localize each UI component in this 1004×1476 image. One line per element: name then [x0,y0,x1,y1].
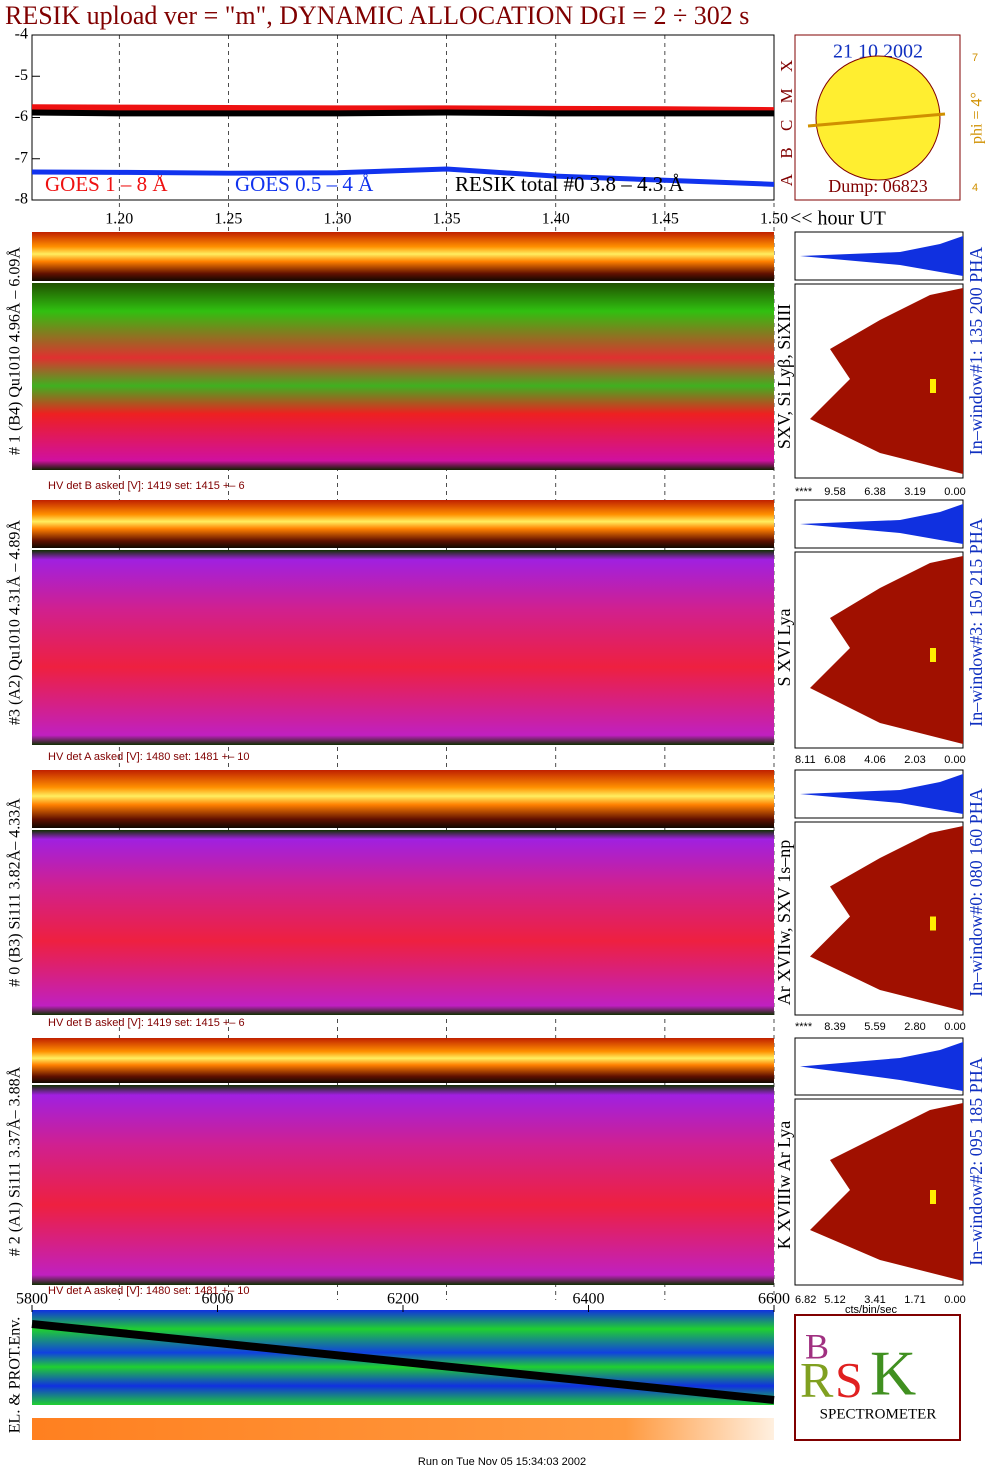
x-tick-label: 6600 [758,1291,790,1308]
window-label: In–window#2: 095 185 PHA [966,1057,986,1266]
hist-small [800,236,963,276]
hist-tick-label: 9.58 [824,486,845,498]
dump: Dump: 06823 [828,176,928,196]
spectrogram-band [32,500,774,548]
x-tick-label: 5800 [16,1291,48,1308]
legend-entry: RESIK total #0 3.8 – 4.3 Å [455,172,684,196]
logo-art: K [870,1338,916,1409]
sun-disk [815,55,941,181]
x-tick-label: 6400 [573,1291,605,1308]
y-tick-label: -8 [15,191,28,208]
hv-text: HV det A asked [V]: 1480 set: 1481 +– 10 [48,751,250,763]
window-label: In–window#1: 135 200 PHA [966,247,986,456]
hist-marker [930,379,936,393]
hist-small [800,1042,963,1091]
x-tick-label: 6200 [387,1291,419,1308]
hist-big [810,288,963,474]
hist-big [810,826,963,1011]
spectrogram-band [32,770,774,828]
hist-tick-label: 6.38 [864,486,885,498]
line-label: Ar XVIIw, SXV 1s–np [774,840,794,1006]
legend-entry: GOES 1 – 8 Å [45,172,168,196]
y-tick-label: -4 [15,26,28,43]
logo-frame [794,1314,961,1441]
footer: Run on Tue Nov 05 15:34:03 2002 [418,1456,586,1468]
panel-label: #3 (A2) Qu1010 4.31Å – 4.89Å [6,520,24,725]
hist-tick-label: 8.39 [824,1021,845,1033]
hist-tick-label: 5.59 [864,1021,885,1033]
panel-label: # 1 (B4) Qu1010 4.96Å – 6.09Å [6,247,24,455]
window-label: In–window#0: 080 160 PHA [966,788,986,997]
scale-bottom: 4 [972,182,978,194]
info-frame [794,34,961,201]
env-strip [32,1418,774,1440]
hist-tick-label: 0.00 [944,754,965,766]
hist-big [810,1103,963,1281]
spectrogram-band [32,1038,774,1083]
date: 21 10 2002 [833,41,923,63]
hist-small [800,774,963,814]
hist-marker [930,648,936,662]
series-line [31,109,774,117]
hist-tick-label: 0.00 [944,1021,965,1033]
window-label: In–window#3: 150 215 PHA [966,518,986,727]
line-label: SXV, Si Lyβ, SiXIII [774,304,794,449]
hist-tick-label: **** [795,1021,813,1033]
series-line [31,104,775,114]
y-tick-label: -5 [15,67,28,84]
hist-tick-label: 2.03 [904,754,925,766]
panel-label: # 2 (A1) Si111 3.37Å– 3.88Å [6,1066,24,1256]
hist-tick-label: 6.82 [795,1294,816,1306]
hv-text: HV det B asked [V]: 1419 set: 1415 +– 6 [48,1017,245,1029]
logo-art: S [835,1351,863,1407]
logo-art: R [800,1351,834,1407]
hist-marker [930,1190,936,1204]
orbit-label: EL. & PROT.Env. [7,1317,24,1433]
x-axis-label: << hour UT [790,208,886,230]
hist-tick-label: **** [795,486,813,498]
title: RESIK upload ver = "m", DYNAMIC ALLOCATI… [5,1,749,30]
y-tick-label: -7 [15,149,28,166]
spectrogram [32,830,774,1015]
series-line [31,166,775,187]
hist-tick-label: 5.12 [824,1294,845,1306]
hv-text: HV det B asked [V]: 1419 set: 1415 +– 6 [48,480,245,492]
scale-top: 7 [972,52,978,64]
y-tick-label: -6 [15,108,28,125]
spectrogram [32,1085,774,1285]
hist-tick-label: 0.00 [944,1294,965,1306]
hist-tick-label: 8.11 [795,754,816,766]
axis-arrow [807,112,946,128]
flare-classes: A B C M X [777,54,796,186]
phi: phi = 4° [969,92,986,144]
hist-tick-label: 0.00 [944,486,965,498]
hist-unit: cts/bin/sec [845,1304,897,1316]
hist-big [810,556,963,744]
legend-entry: GOES 0.5 – 4 Å [235,172,374,196]
logo-art: B [805,1326,829,1366]
line-label: S XVI Lya [774,608,794,686]
panel-label: # 0 (B3) Si111 3.82Å– 4.33Å [6,798,24,987]
hist-tick-label: 4.06 [864,754,885,766]
hist-tick-label: 3.41 [864,1294,885,1306]
panels: HV det B asked [V]: 1419 set: 1415 +– 6 #… [6,231,986,1316]
spectrogram [32,550,774,745]
orbit-track [31,1320,775,1404]
spectrogram [32,283,774,470]
hist-small [800,504,963,544]
line-label: K XVIIIw Ar Lya [774,1121,794,1249]
hist-tick-label: 2.80 [904,1021,925,1033]
hv-text: HV det A asked [V]: 1480 set: 1481 +– 10 [48,1285,250,1297]
orbit-axis: 5800 6000 6200 6400 6600 [16,1291,790,1312]
spectrogram-band [32,232,774,281]
hist-marker [930,916,936,931]
logo-text: SPECTROMETER [820,1406,937,1422]
hist-tick-label: 6.08 [824,754,845,766]
x-tick-label: 6000 [202,1291,234,1308]
hist-tick-label: 3.19 [904,486,925,498]
hist-tick-label: 1.71 [904,1294,925,1306]
